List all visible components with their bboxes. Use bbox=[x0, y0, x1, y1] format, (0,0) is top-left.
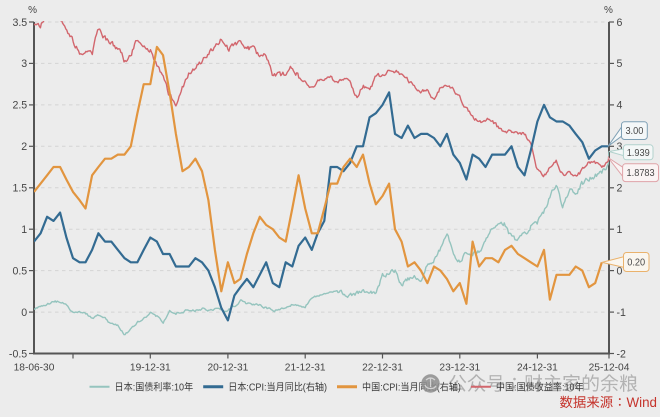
svg-text:2: 2 bbox=[617, 183, 623, 195]
svg-text:Wind: Wind bbox=[627, 395, 658, 410]
svg-text:(: ( bbox=[303, 382, 307, 393]
svg-text:3: 3 bbox=[617, 141, 623, 153]
svg-text:0: 0 bbox=[617, 265, 623, 277]
svg-text:%: % bbox=[28, 5, 37, 16]
svg-text::: : bbox=[133, 382, 136, 393]
svg-text::CPI:: :CPI: bbox=[380, 382, 400, 393]
svg-text:0.5: 0.5 bbox=[12, 265, 27, 277]
svg-text:22-12-31: 22-12-31 bbox=[362, 363, 403, 374]
svg-text:21-12-31: 21-12-31 bbox=[285, 363, 326, 374]
svg-text::10: :10 bbox=[172, 382, 185, 393]
svg-text:1.5: 1.5 bbox=[12, 183, 27, 195]
svg-text:6: 6 bbox=[617, 17, 623, 29]
svg-text:1: 1 bbox=[21, 224, 27, 236]
svg-text::CPI:: :CPI: bbox=[246, 382, 266, 393]
svg-text:): ) bbox=[324, 382, 327, 393]
svg-text:1.939: 1.939 bbox=[627, 148, 650, 159]
svg-text:-2: -2 bbox=[617, 348, 627, 360]
svg-text:3.5: 3.5 bbox=[12, 17, 27, 29]
svg-text:23-12-31: 23-12-31 bbox=[439, 363, 480, 374]
svg-text:24-12-31: 24-12-31 bbox=[517, 363, 558, 374]
svg-text:0.20: 0.20 bbox=[627, 258, 645, 269]
svg-text:3: 3 bbox=[21, 58, 27, 70]
svg-text:-1: -1 bbox=[617, 307, 627, 319]
svg-text:4: 4 bbox=[617, 100, 623, 112]
svg-text::10: :10 bbox=[562, 382, 575, 393]
svg-text:25-12-04: 25-12-04 bbox=[589, 363, 630, 374]
svg-text:0: 0 bbox=[21, 307, 27, 319]
svg-text:20-12-31: 20-12-31 bbox=[208, 363, 249, 374]
svg-text:3.00: 3.00 bbox=[625, 126, 643, 137]
svg-text:5: 5 bbox=[617, 58, 623, 70]
svg-text:2: 2 bbox=[21, 141, 27, 153]
svg-text:-0.5: -0.5 bbox=[9, 348, 27, 360]
svg-text:18-06-30: 18-06-30 bbox=[14, 363, 55, 374]
svg-text::: : bbox=[514, 382, 517, 393]
svg-text:19-12-31: 19-12-31 bbox=[130, 363, 171, 374]
svg-text:): ) bbox=[458, 382, 461, 393]
svg-text:1.8783: 1.8783 bbox=[627, 168, 655, 179]
svg-text:1: 1 bbox=[617, 224, 623, 236]
svg-text:2.5: 2.5 bbox=[12, 100, 27, 112]
svg-text:%: % bbox=[604, 5, 613, 16]
